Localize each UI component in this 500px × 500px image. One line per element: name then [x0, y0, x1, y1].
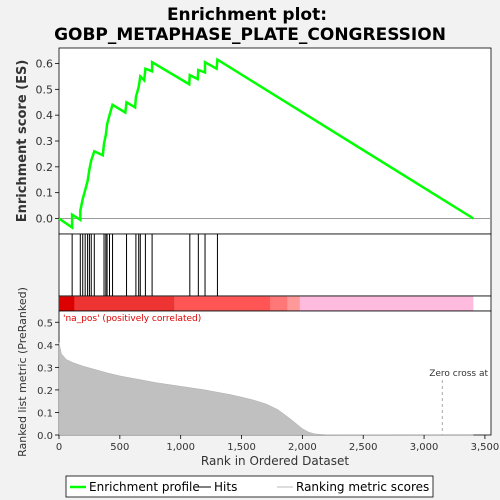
- ranking-metric-area: [58, 342, 474, 436]
- enrichment-profile-line: [58, 57, 475, 230]
- x-axis-label: Rank in Ordered Dataset: [201, 454, 349, 468]
- zero-cross-label: Zero cross at: [429, 369, 488, 379]
- metric-y-tick-label: 0.0: [37, 431, 53, 442]
- color-bar-segment: [59, 296, 75, 311]
- es-y-tick-label: 0.6: [36, 58, 54, 71]
- es-y-tick-label: 0.2: [36, 161, 54, 174]
- legend-box: [65, 475, 434, 498]
- color-bar-segment: [74, 296, 175, 311]
- x-tick-label: 1,000: [166, 442, 195, 453]
- x-tick-label: 3,500: [471, 442, 500, 453]
- x-tick-label: 1,500: [227, 442, 256, 453]
- legend: Enrichment profile Hits Ranking metric sco…: [70, 480, 429, 494]
- color-bar-segment: [174, 296, 271, 311]
- es-y-tick-label: 0.1: [36, 187, 54, 200]
- x-tick-label: 3,000: [410, 442, 439, 453]
- x-tick-label: 500: [110, 442, 129, 453]
- es-y-axis-label: Enrichment score (ES): [15, 60, 30, 223]
- metric-y-tick-label: 0.5: [37, 318, 53, 329]
- x-tick-label: 2,500: [349, 442, 378, 453]
- es-y-ticks: 0.0 0.1 0.2 0.3 0.4 0.5 0.6: [36, 58, 59, 226]
- color-bar-segment: [270, 296, 288, 311]
- metric-y-tick-label: 0.1: [37, 408, 53, 419]
- legend-label: Hits: [214, 480, 237, 494]
- chart-title-line-2: GOBP_METAPHASE_PLATE_CONGRESSION: [54, 25, 446, 45]
- es-y-tick-label: 0.5: [36, 83, 54, 96]
- legend-label: Enrichment profile: [89, 480, 200, 494]
- es-y-tick-label: 0.4: [36, 109, 54, 122]
- color-bar-segment: [299, 296, 474, 311]
- metric-y-axis-label: Ranked list metric (PreRanked): [16, 287, 29, 457]
- positive-correlation-label: 'na_pos' (positively correlated): [63, 314, 201, 324]
- chart-title-line-1: Enrichment plot:: [167, 5, 327, 25]
- metric-y-tick-label: 0.2: [37, 386, 53, 397]
- color-bar-segment: [287, 296, 300, 311]
- es-y-tick-label: 0.3: [36, 135, 54, 148]
- color-bar: [59, 296, 474, 311]
- hit-marks: [71, 234, 218, 296]
- es-y-tick-label: 0.0: [36, 213, 54, 226]
- metric-y-ticks: 0.0 0.1 0.2 0.3 0.4 0.5: [37, 318, 59, 442]
- x-tick-label: 0: [56, 442, 62, 453]
- metric-y-tick-label: 0.3: [37, 363, 53, 374]
- es-panel: [58, 47, 492, 235]
- x-tick-label: 2,000: [288, 442, 317, 453]
- metric-y-tick-label: 0.4: [37, 341, 53, 352]
- x-ticks: 0 500 1,000 1,500 2,000 2,500 3,000 3,500: [56, 435, 499, 453]
- legend-label: Ranking metric scores: [296, 480, 429, 494]
- hits-panel: [58, 233, 492, 297]
